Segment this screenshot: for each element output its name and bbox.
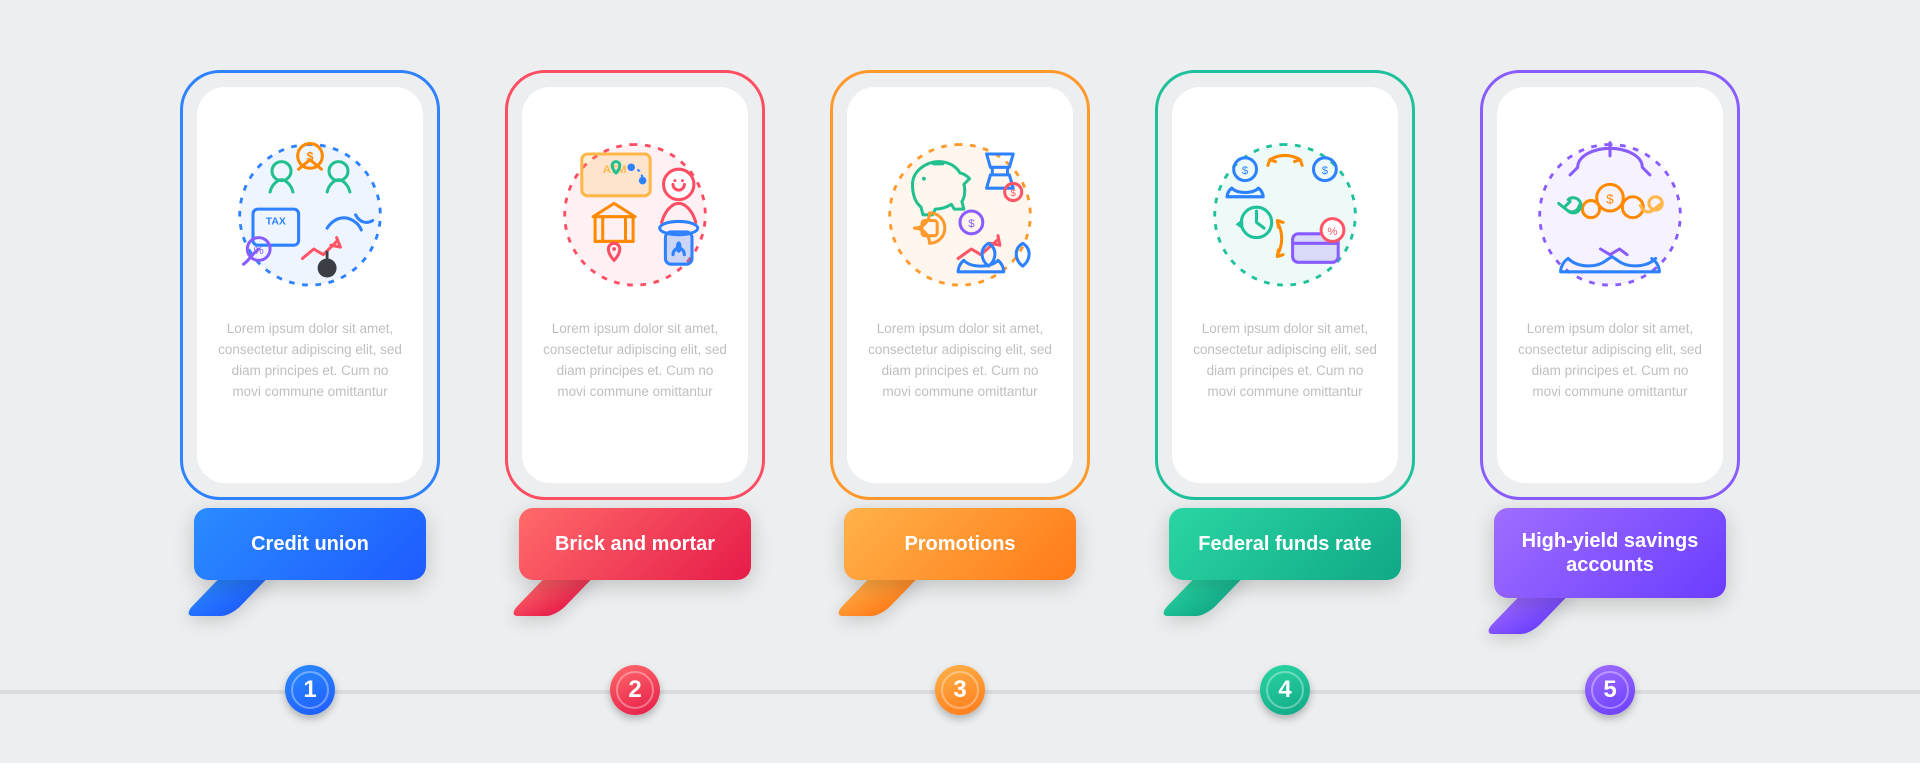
- card-inner: $ Lorem ipsum dolor sit amet, consectetu…: [1497, 87, 1723, 483]
- step-number-text: 1: [303, 676, 316, 704]
- step-number-text: 4: [1278, 676, 1291, 704]
- infographic-stage: $ TAX % Lorem ipsum dolor sit amet, cons…: [0, 0, 1920, 763]
- title-bubble: Promotions: [844, 508, 1076, 580]
- step-number-text: 2: [628, 676, 641, 704]
- step-number: 1: [285, 665, 335, 715]
- step-number-text: 3: [953, 676, 966, 704]
- step-1: $ TAX % Lorem ipsum dolor sit amet, cons…: [160, 70, 460, 690]
- svg-text:%: %: [1327, 226, 1337, 238]
- card-inner: $ $ Lorem ipsum dolor sit amet, consecte…: [847, 87, 1073, 483]
- step-number-text: 5: [1603, 676, 1616, 704]
- card: $ $ Lorem ipsum dolor sit amet, consecte…: [830, 70, 1090, 500]
- step-5: $ Lorem ipsum dolor sit amet, consectetu…: [1460, 70, 1760, 690]
- illustration: $: [1515, 111, 1705, 311]
- svg-text:$: $: [1322, 165, 1329, 177]
- step-3: $ $ Lorem ipsum dolor sit amet, consecte…: [810, 70, 1110, 690]
- cards-row: $ TAX % Lorem ipsum dolor sit amet, cons…: [160, 70, 1760, 690]
- card: $ Lorem ipsum dolor sit amet, consectetu…: [1480, 70, 1740, 500]
- step-number: 2: [610, 665, 660, 715]
- card-desc: Lorem ipsum dolor sit amet, consectetur …: [867, 319, 1053, 403]
- svg-text:$: $: [1606, 191, 1614, 206]
- illustration: $ $ %: [1190, 111, 1380, 311]
- card-desc: Lorem ipsum dolor sit amet, consectetur …: [1192, 319, 1378, 403]
- card-desc: Lorem ipsum dolor sit amet, consectetur …: [542, 319, 728, 403]
- title-bubble: Federal funds rate: [1169, 508, 1401, 580]
- svg-text:$: $: [1242, 165, 1249, 177]
- step-4: $ $ % Lorem ipsum dolor sit amet, consec…: [1135, 70, 1435, 690]
- step-number: 5: [1585, 665, 1635, 715]
- card: ATM Lorem ipsum dolor sit amet, consecte…: [505, 70, 765, 500]
- svg-text:$: $: [1011, 188, 1017, 199]
- title-bubble: Credit union: [194, 508, 426, 580]
- title-bubble: Brick and mortar: [519, 508, 751, 580]
- illustration: $ TAX %: [215, 111, 405, 311]
- step-number: 3: [935, 665, 985, 715]
- title-bubble: High-yield savings accounts: [1494, 508, 1726, 598]
- illustration: ATM: [540, 111, 730, 311]
- svg-text:TAX: TAX: [266, 216, 286, 227]
- card: $ TAX % Lorem ipsum dolor sit amet, cons…: [180, 70, 440, 500]
- card-inner: $ $ % Lorem ipsum dolor sit amet, consec…: [1172, 87, 1398, 483]
- card: $ $ % Lorem ipsum dolor sit amet, consec…: [1155, 70, 1415, 500]
- svg-text:$: $: [968, 218, 975, 230]
- card-desc: Lorem ipsum dolor sit amet, consectetur …: [1517, 319, 1703, 403]
- card-inner: $ TAX % Lorem ipsum dolor sit amet, cons…: [197, 87, 423, 483]
- step-number: 4: [1260, 665, 1310, 715]
- card-inner: ATM Lorem ipsum dolor sit amet, consecte…: [522, 87, 748, 483]
- illustration: $ $: [865, 111, 1055, 311]
- card-desc: Lorem ipsum dolor sit amet, consectetur …: [217, 319, 403, 403]
- step-2: ATM Lorem ipsum dolor sit amet, consecte…: [485, 70, 785, 690]
